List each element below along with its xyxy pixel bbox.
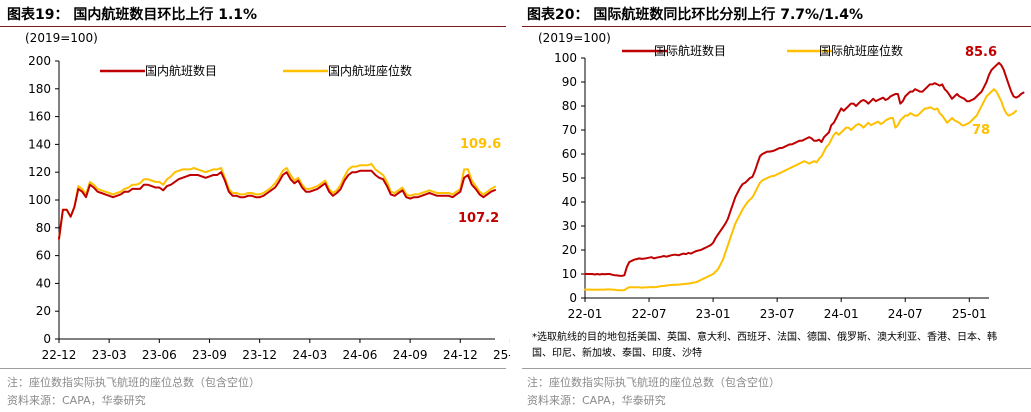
series-line-seats — [584, 88, 1018, 292]
y-unit-label: (2019=100) — [538, 31, 611, 45]
y-tick-label: 80 — [36, 221, 51, 235]
right-chart-title: 图表20： 国际航班数同比环比分别上行 7.7%/1.4% — [527, 7, 863, 23]
y-tick-label: 120 — [28, 165, 51, 179]
y-tick-label: 200 — [28, 54, 51, 68]
series-line-seats — [58, 162, 496, 240]
end-value-label: 109.6 — [460, 137, 501, 152]
x-tick-label: 24-09 — [393, 348, 428, 362]
x-tick-label: 24-01 — [824, 307, 859, 321]
x-tick-label: 23-09 — [192, 348, 227, 362]
x-tick-label: 23-07 — [760, 307, 795, 321]
y-tick-label: 20 — [36, 304, 51, 318]
y-tick-label: 60 — [562, 147, 577, 161]
x-tick-label: 23-12 — [242, 348, 277, 362]
x-tick-label: 23-01 — [696, 307, 731, 321]
left-source: 资料来源：CAPA，华泰研究 — [7, 394, 146, 407]
x-tick-label: 24-07 — [888, 307, 923, 321]
left-footnote: 注：座位数指实际执飞航班的座位总数（包含空位） — [7, 376, 260, 389]
y-tick-label: 50 — [562, 171, 577, 185]
left-bottom-rule — [0, 368, 506, 369]
legend-label: 国际航班数目 — [654, 43, 726, 58]
end-value-label: 78 — [972, 123, 990, 138]
legend-label: 国内航班数目 — [145, 63, 217, 78]
y-tick-label: 140 — [28, 137, 51, 151]
series-line-flights — [58, 169, 496, 240]
y-tick-label: 90 — [562, 75, 577, 89]
y-tick-label: 160 — [28, 110, 51, 124]
left-chart-title: 图表19： 国内航班数目环比上行 1.1% — [7, 7, 258, 23]
y-tick-label: 40 — [562, 195, 577, 209]
end-value-label: 107.2 — [458, 211, 499, 226]
x-tick-label: 24-06 — [343, 348, 378, 362]
left-chart: (2019=100) 0 20 40 60 80 100 120 140 160 180 200 22-… — [25, 31, 510, 362]
y-tick-label: 180 — [28, 82, 51, 96]
y-tick-label: 0 — [569, 291, 577, 305]
x-tick-label: 25-03 — [493, 348, 510, 362]
right-chart: (2019=100) 0 10 20 30 40 50 60 70 80 90 100 22-01 22-… — [538, 31, 1025, 321]
right-title-rule — [522, 26, 1031, 27]
legend-label: 国际航班座位数 — [819, 43, 903, 58]
end-value-label: 85.6 — [965, 45, 997, 60]
right-bottom-rule — [522, 368, 1031, 369]
y-tick-label: 30 — [562, 219, 577, 233]
x-tick-label: 23-06 — [142, 348, 177, 362]
x-tick-label: 22-12 — [42, 348, 77, 362]
y-tick-label: 20 — [562, 243, 577, 257]
y-tick-label: 70 — [562, 123, 577, 137]
y-tick-label: 60 — [36, 249, 51, 263]
y-tick-label: 40 — [36, 276, 51, 290]
y-tick-label: 10 — [562, 267, 577, 281]
y-tick-label: 100 — [554, 51, 577, 65]
y-tick-label: 100 — [28, 193, 51, 207]
right-source: 资料来源：CAPA，华泰研究 — [527, 394, 666, 407]
x-tick-label: 24-03 — [292, 348, 327, 362]
left-title-rule — [0, 26, 506, 27]
x-tick-label: 22-07 — [632, 307, 667, 321]
y-tick-label: 0 — [43, 332, 51, 346]
y-tick-label: 80 — [562, 99, 577, 113]
right-footnote: 注：座位数指实际执飞航班的座位总数（包含空位） — [527, 376, 780, 389]
x-tick-label: 25-01 — [952, 307, 987, 321]
right-destination-note: *选取航线的目的地包括美国、英国、意大利、西班牙、法国、德国、俄罗斯、澳大利亚、… — [532, 332, 997, 359]
x-tick-label: 23-03 — [92, 348, 127, 362]
series-line-flights — [584, 61, 1025, 277]
x-tick-label: 22-01 — [568, 307, 603, 321]
x-tick-label: 24-12 — [443, 348, 478, 362]
y-unit-label: (2019=100) — [25, 31, 98, 45]
legend-label: 国内航班座位数 — [328, 63, 412, 78]
